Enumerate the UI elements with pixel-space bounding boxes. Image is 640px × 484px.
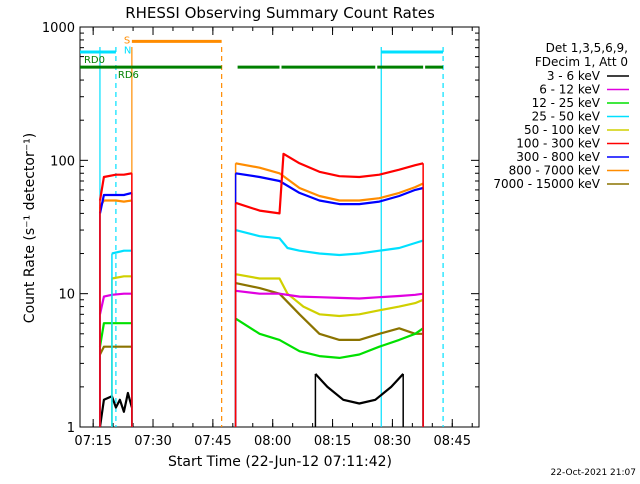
series-line [111,249,132,255]
y-tick-label: 1 [67,421,75,436]
series-line [98,391,133,428]
rd0-label: RD0 [84,55,105,66]
plot-area: 1 10 100 1000 07:15 07:30 07:45 08:00 08:15 08:30… [42,21,480,449]
series-line [235,152,424,215]
chart-title: RHESSI Observing Summary Count Rates [125,4,435,22]
series-line [235,273,424,318]
y-tick-label: 10 [58,288,75,303]
series-line [235,229,424,257]
series-line [235,172,424,206]
x-axis-label: Start Time (22-Jun-12 07:11:42) [168,454,392,470]
legend-label: 3 - 6 keV [547,69,601,83]
footer-date: 22-Oct-2021 21:07 [551,468,636,478]
legend-label: 7000 - 15000 keV [493,177,600,191]
series-line [314,373,405,405]
x-tick-label: 07:15 [74,434,111,449]
n-label: N [124,45,131,56]
x-tick-label: 07:30 [134,434,171,449]
x-tick-label: 08:00 [254,434,291,449]
legend-label: 300 - 800 keV [516,150,600,164]
x-tick-label: 07:45 [194,434,231,449]
x-tick-label: 08:45 [434,434,471,449]
legend-header-line-2: FDecim 1, Att 0 [535,55,628,69]
legend: Det 1,3,5,6,9, FDecim 1, Att 0 3 - 6 keV… [493,41,629,191]
plot-frame [79,26,480,428]
rd6-label: RD6 [118,70,139,81]
legend-label: 100 - 300 keV [516,137,600,151]
series-line [98,322,132,347]
y-tick-label: 100 [50,154,75,169]
legend-label: 800 - 7000 keV [509,164,601,178]
series-line [111,275,132,280]
series-line [98,172,133,201]
series-line [98,191,133,214]
x-tick-label: 08:15 [314,434,351,449]
s-label: S [124,35,130,46]
series-line [99,345,132,355]
series-line [235,317,424,359]
legend-label: 12 - 25 keV [532,96,601,110]
series-line [235,289,424,300]
legend-label: 50 - 100 keV [524,123,601,137]
legend-header-line-1: Det 1,3,5,6,9, [546,41,628,55]
series-line [235,282,424,341]
y-tick-label: 1000 [42,21,75,36]
legend-label: 6 - 12 keV [539,83,601,97]
legend-label: 25 - 50 keV [532,110,601,124]
y-axis-label: Count Rate (s⁻¹ detector⁻¹) [22,133,38,323]
x-tick-label: 08:30 [374,434,411,449]
series-line [235,162,424,202]
